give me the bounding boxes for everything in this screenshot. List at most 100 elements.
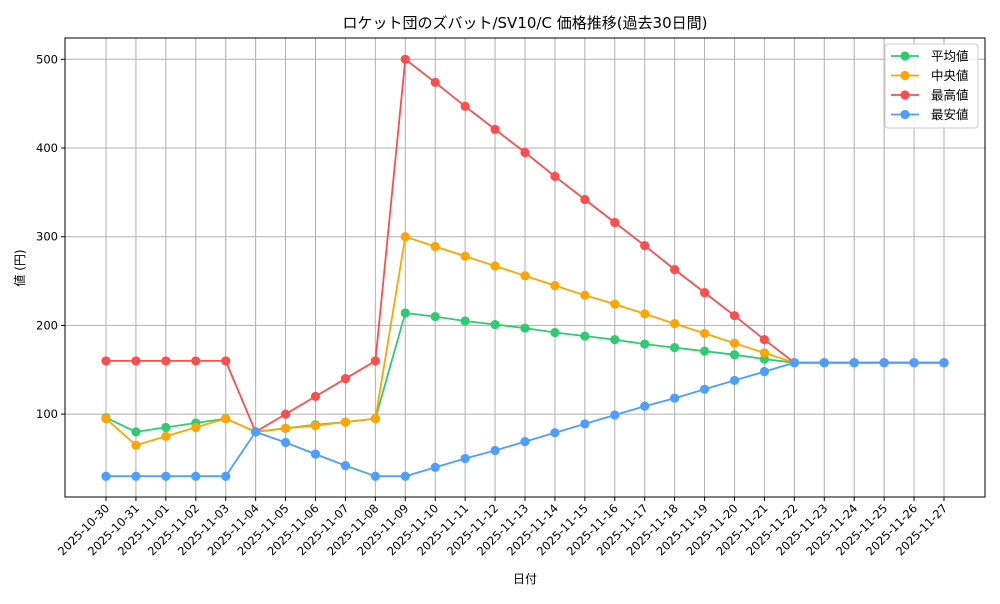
data-point-marker bbox=[400, 471, 410, 481]
data-point-marker bbox=[251, 427, 261, 437]
data-point-marker bbox=[520, 437, 530, 447]
data-point-marker bbox=[909, 358, 919, 368]
data-point-marker bbox=[670, 393, 680, 403]
data-point-marker bbox=[939, 358, 949, 368]
data-point-marker bbox=[789, 358, 799, 368]
data-point-marker bbox=[670, 343, 680, 353]
grid-lines bbox=[65, 38, 985, 497]
data-point-marker bbox=[699, 384, 710, 394]
data-point-marker bbox=[340, 460, 351, 471]
data-point-marker bbox=[490, 124, 500, 134]
data-series bbox=[101, 54, 949, 481]
data-point-marker bbox=[759, 335, 770, 345]
data-point-marker bbox=[430, 462, 440, 472]
data-point-marker bbox=[640, 401, 650, 411]
x-axis-label: 日付 bbox=[513, 572, 537, 586]
data-point-marker bbox=[460, 316, 470, 326]
data-point-marker bbox=[640, 339, 650, 349]
legend-item: 平均値 bbox=[891, 49, 969, 64]
data-point-marker bbox=[280, 423, 291, 433]
data-point-marker bbox=[221, 413, 231, 424]
data-point-marker bbox=[191, 356, 201, 366]
legend-marker-icon bbox=[900, 51, 910, 61]
data-point-marker bbox=[610, 299, 620, 309]
data-point-marker bbox=[460, 251, 470, 261]
data-point-marker bbox=[699, 346, 710, 356]
data-point-marker bbox=[430, 77, 440, 87]
data-point-marker bbox=[131, 356, 141, 366]
y-tick-label: 200 bbox=[36, 318, 58, 332]
data-point-marker bbox=[580, 194, 590, 205]
legend-label: 最安値 bbox=[931, 107, 969, 122]
data-point-marker bbox=[161, 431, 171, 441]
data-point-marker bbox=[759, 348, 770, 358]
y-axis-label: 値 (円) bbox=[12, 249, 27, 286]
data-point-marker bbox=[610, 410, 620, 420]
data-point-marker bbox=[101, 413, 111, 424]
data-point-marker bbox=[490, 261, 500, 271]
legend-label: 平均値 bbox=[931, 49, 969, 64]
data-point-marker bbox=[340, 374, 351, 384]
data-point-marker bbox=[221, 356, 231, 366]
data-point-marker bbox=[520, 147, 530, 158]
data-point-marker bbox=[610, 217, 620, 228]
data-point-marker bbox=[430, 311, 440, 322]
legend-marker-icon bbox=[900, 70, 910, 81]
data-point-marker bbox=[729, 375, 740, 386]
data-point-marker bbox=[520, 271, 530, 281]
series-3 bbox=[101, 358, 949, 481]
data-point-marker bbox=[610, 335, 620, 345]
data-point-marker bbox=[131, 427, 141, 437]
data-point-marker bbox=[101, 471, 111, 481]
legend-marker-icon bbox=[900, 109, 910, 120]
y-tick-label: 300 bbox=[36, 230, 58, 244]
legend-box bbox=[884, 43, 979, 129]
data-point-marker bbox=[580, 331, 590, 341]
data-point-marker bbox=[280, 437, 291, 448]
data-point-marker bbox=[400, 308, 410, 318]
y-tick-label: 400 bbox=[36, 141, 58, 155]
data-point-marker bbox=[131, 440, 141, 450]
data-point-marker bbox=[759, 366, 770, 377]
legend-label: 中央値 bbox=[931, 68, 969, 83]
legend-item: 最安値 bbox=[891, 107, 969, 122]
data-point-marker bbox=[729, 350, 740, 360]
data-point-marker bbox=[460, 453, 470, 464]
y-axis-ticks: 100 200 300 400 500 bbox=[36, 52, 65, 421]
data-point-marker bbox=[699, 288, 710, 298]
y-tick-label: 100 bbox=[36, 407, 58, 421]
data-point-marker bbox=[879, 358, 889, 368]
data-point-marker bbox=[191, 422, 201, 433]
data-point-marker bbox=[819, 358, 829, 368]
data-point-marker bbox=[370, 471, 380, 481]
y-tick-label: 500 bbox=[36, 52, 58, 66]
data-point-marker bbox=[849, 358, 859, 368]
data-point-marker bbox=[550, 280, 560, 291]
data-point-marker bbox=[191, 471, 201, 481]
chart-title: ロケット団のズバット/SV10/C 価格推移(過去30日間) bbox=[342, 14, 707, 32]
legend-marker-icon bbox=[900, 90, 910, 100]
data-point-marker bbox=[699, 328, 710, 339]
data-point-marker bbox=[280, 409, 291, 419]
data-point-marker bbox=[490, 319, 500, 330]
data-point-marker bbox=[430, 241, 440, 252]
data-point-marker bbox=[520, 323, 530, 333]
data-point-marker bbox=[310, 391, 321, 401]
data-point-marker bbox=[221, 471, 231, 481]
data-point-marker bbox=[400, 232, 410, 242]
data-point-marker bbox=[460, 101, 470, 111]
data-point-marker bbox=[161, 356, 171, 366]
data-point-marker bbox=[161, 422, 171, 433]
data-point-marker bbox=[370, 356, 380, 366]
data-point-marker bbox=[550, 171, 560, 181]
data-point-marker bbox=[670, 264, 680, 275]
data-point-marker bbox=[550, 327, 560, 338]
data-point-marker bbox=[131, 471, 141, 481]
legend-item: 最高値 bbox=[891, 88, 969, 103]
data-point-marker bbox=[640, 240, 650, 251]
data-point-marker bbox=[729, 311, 740, 321]
data-point-marker bbox=[640, 309, 650, 319]
data-point-marker bbox=[101, 356, 111, 366]
